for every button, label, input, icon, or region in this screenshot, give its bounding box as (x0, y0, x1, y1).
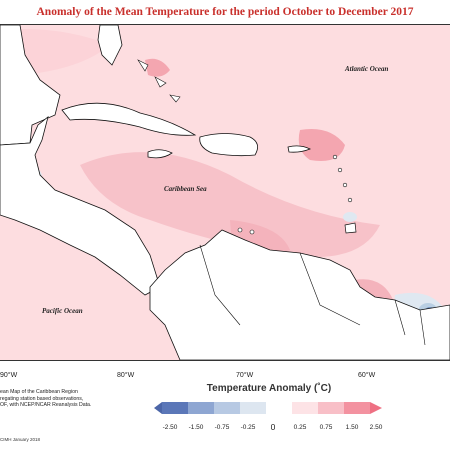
legend-label: 0.75 (319, 424, 333, 431)
legend-swatch-2 (188, 402, 214, 414)
country-borders (199, 244, 426, 346)
credit-line-1: ean Map of the Caribbean Region (0, 389, 78, 395)
land-central-america (0, 115, 161, 296)
legend-swatch-4 (240, 402, 266, 414)
land-bahamas-3 (169, 94, 181, 103)
legend-swatch-3 (214, 402, 240, 414)
legend-label: -1.50 (188, 424, 204, 431)
lon-tick-70w: 70°W (236, 372, 254, 379)
land-antilles-2 (337, 167, 343, 173)
land-florida (97, 25, 123, 66)
atlantic-ocean-label: Atlantic Ocean (345, 65, 389, 73)
legend-label: 1.50 (345, 424, 359, 431)
legend-label: -2.50 (162, 424, 178, 431)
map-canvas (0, 25, 450, 360)
land-hispaniola (199, 133, 258, 157)
lon-tick-60w: 60°W (358, 372, 376, 379)
legend-label: -0.25 (240, 424, 256, 431)
map-title: Anomaly of the Mean Temperature for the … (36, 6, 414, 18)
legend-label: -0.75 (214, 424, 230, 431)
legend-label: 2.50 (369, 424, 383, 431)
warm-swath-caribbean (80, 152, 380, 257)
credit-text: ean Map of the Caribbean Region regating… (0, 389, 91, 409)
credit-line-3: OF, with NCEP/NCAR Reanalysis Data. (0, 402, 92, 409)
legend-colorbar (154, 402, 382, 414)
land-mexico-north (0, 25, 61, 146)
land-puerto-rico (287, 145, 311, 153)
legend-label: 0.25 (293, 424, 307, 431)
land-bahamas-1 (137, 59, 149, 72)
legend-swatch-1 (162, 402, 188, 414)
legend-swatch-7 (318, 402, 344, 414)
land-antilles-3 (342, 182, 348, 188)
land-bahamas-2 (154, 76, 167, 88)
land-cuba (61, 102, 197, 136)
land-antilles-4 (347, 197, 353, 203)
lon-tick-80w: 80°W (117, 372, 135, 379)
land-south-america (149, 229, 450, 360)
caribbean-sea-label: Caribbean Sea (164, 185, 207, 193)
credit-line-2: regating station based observations, (0, 395, 84, 402)
land-antilles-1 (332, 154, 338, 160)
legend-swatch-5 (266, 402, 292, 414)
footer-credit: CIMH January 2018 (0, 437, 41, 442)
lon-tick-90w: 90°W (0, 372, 18, 379)
warm-anomaly-bahamas (145, 58, 170, 77)
pacific-ocean-label: Pacific Ocean (42, 307, 83, 315)
legend-arrow-left (154, 402, 162, 414)
legend-arrow-right (370, 402, 382, 414)
land-jamaica (147, 149, 173, 159)
land-abc-2 (249, 229, 255, 235)
legend-swatch-6 (292, 402, 318, 414)
legend-label: 0 (270, 422, 276, 432)
legend-title: Temperature Anomaly (˚C) (206, 383, 332, 394)
land-trinidad (344, 222, 357, 234)
warm-anomaly-puerto-rico (298, 129, 345, 161)
legend-swatch-8 (344, 402, 370, 414)
cool-anomaly-trinidad (343, 212, 357, 222)
anomaly-map: Atlantic Ocean Caribbean Sea Pacific Oce… (0, 24, 450, 361)
land-abc-1 (237, 227, 243, 233)
